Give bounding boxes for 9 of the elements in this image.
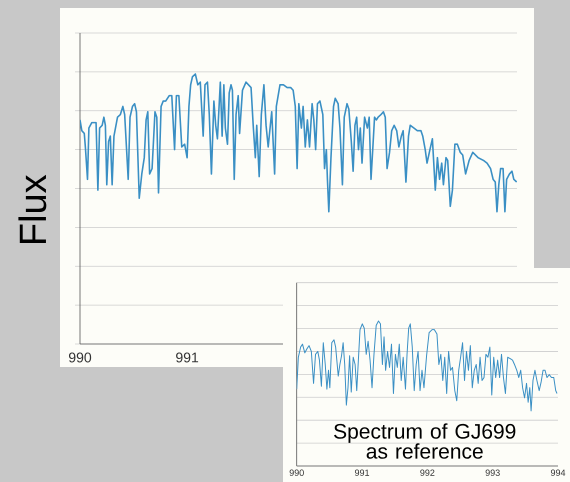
x-tick-label: 991 xyxy=(176,352,198,362)
x-tick-label: 994 xyxy=(550,470,566,476)
x-tick-label: 990 xyxy=(290,470,304,476)
x-tick-label: 992 xyxy=(420,470,434,476)
x-tick-label: 991 xyxy=(354,470,370,476)
x-tick-label: 990 xyxy=(68,352,92,362)
annotation: Spectrum of GJ699 as reference xyxy=(334,423,516,459)
y-axis-title: Flux xyxy=(18,174,46,244)
x-tick-label: 993 xyxy=(486,470,500,476)
